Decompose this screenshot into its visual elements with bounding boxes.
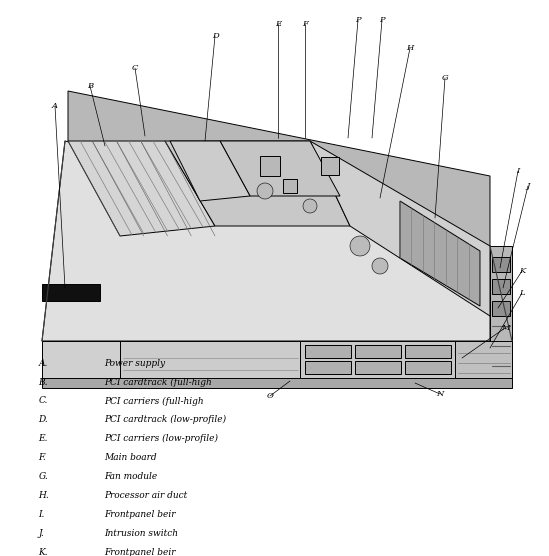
Text: G.: G.	[38, 472, 48, 481]
Text: L: L	[519, 289, 525, 297]
Text: Intrusion switch: Intrusion switch	[104, 529, 178, 538]
Text: B.: B.	[38, 378, 48, 386]
Text: C.: C.	[38, 396, 48, 405]
Text: I: I	[517, 167, 519, 175]
Ellipse shape	[257, 183, 273, 199]
Text: B: B	[87, 82, 93, 90]
Text: Main board: Main board	[104, 453, 157, 462]
Text: C: C	[132, 64, 138, 72]
Polygon shape	[490, 246, 512, 378]
Text: D.: D.	[38, 415, 48, 424]
Polygon shape	[170, 141, 250, 201]
Text: K.: K.	[38, 548, 48, 556]
Polygon shape	[492, 301, 510, 316]
Text: Frontpanel beir: Frontpanel beir	[104, 510, 176, 519]
Polygon shape	[492, 279, 510, 294]
Text: P: P	[379, 16, 385, 24]
Text: H.: H.	[38, 491, 49, 500]
Text: I.: I.	[38, 510, 45, 519]
Polygon shape	[42, 284, 100, 301]
Polygon shape	[300, 341, 455, 378]
Text: Fan module: Fan module	[104, 472, 158, 481]
Polygon shape	[492, 257, 510, 272]
Polygon shape	[42, 341, 120, 378]
Polygon shape	[321, 157, 339, 175]
Polygon shape	[260, 156, 280, 176]
Polygon shape	[455, 341, 512, 378]
Text: N: N	[436, 390, 444, 398]
Text: D: D	[211, 32, 219, 40]
Polygon shape	[68, 141, 215, 236]
Polygon shape	[68, 91, 490, 246]
Text: PCI carriers (full-high: PCI carriers (full-high	[104, 396, 204, 405]
Text: F.: F.	[38, 453, 46, 462]
Polygon shape	[165, 141, 350, 226]
Polygon shape	[42, 378, 512, 388]
Text: E: E	[275, 20, 281, 28]
Polygon shape	[405, 361, 451, 374]
Text: A.: A.	[38, 359, 48, 368]
Polygon shape	[305, 345, 351, 358]
Text: J.: J.	[38, 529, 44, 538]
Text: O: O	[267, 392, 273, 400]
Polygon shape	[120, 341, 300, 378]
Text: M: M	[501, 324, 509, 332]
Text: J: J	[526, 182, 530, 190]
Polygon shape	[490, 246, 512, 378]
Polygon shape	[220, 141, 340, 196]
Polygon shape	[305, 361, 351, 374]
Polygon shape	[42, 341, 512, 378]
Ellipse shape	[303, 199, 317, 213]
Text: Power supply: Power supply	[104, 359, 165, 368]
Ellipse shape	[372, 258, 388, 274]
Polygon shape	[42, 141, 512, 341]
Text: Processor air duct: Processor air duct	[104, 491, 188, 500]
Polygon shape	[405, 345, 451, 358]
Polygon shape	[310, 141, 490, 316]
Text: H: H	[406, 44, 413, 52]
Polygon shape	[355, 345, 401, 358]
Text: Frontpanel beir: Frontpanel beir	[104, 548, 176, 556]
Text: PCI cardtrack (full-high: PCI cardtrack (full-high	[104, 378, 212, 386]
Text: P: P	[355, 16, 361, 24]
Polygon shape	[400, 201, 480, 306]
Text: A: A	[52, 102, 58, 110]
Polygon shape	[283, 179, 297, 193]
Text: E.: E.	[38, 434, 48, 443]
Text: PCI carriers (low-profile): PCI carriers (low-profile)	[104, 434, 219, 443]
Text: F: F	[302, 20, 308, 28]
Polygon shape	[355, 361, 401, 374]
Text: K: K	[519, 267, 525, 275]
Text: G: G	[441, 74, 449, 82]
Ellipse shape	[350, 236, 370, 256]
Text: PCI cardtrack (low-profile): PCI cardtrack (low-profile)	[104, 415, 226, 424]
